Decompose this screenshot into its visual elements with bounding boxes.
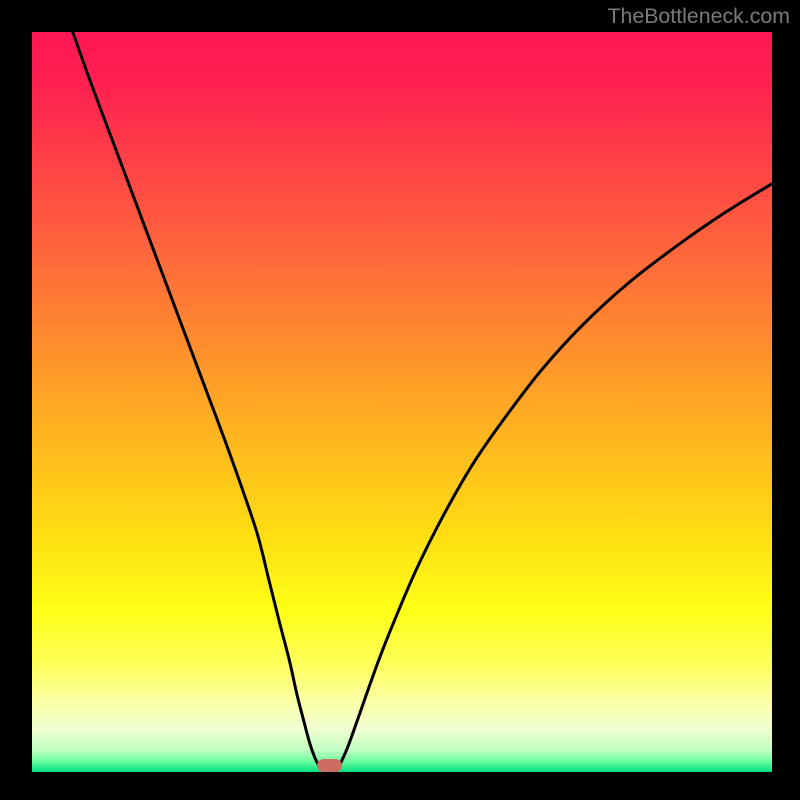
curve-right-branch: [335, 184, 772, 772]
curves-svg: [32, 32, 772, 772]
chart-container: TheBottleneck.com: [0, 0, 800, 800]
curve-left-branch: [73, 32, 325, 772]
plot-area: [32, 32, 772, 772]
minimum-marker: [317, 759, 342, 772]
watermark-text: TheBottleneck.com: [607, 4, 790, 29]
